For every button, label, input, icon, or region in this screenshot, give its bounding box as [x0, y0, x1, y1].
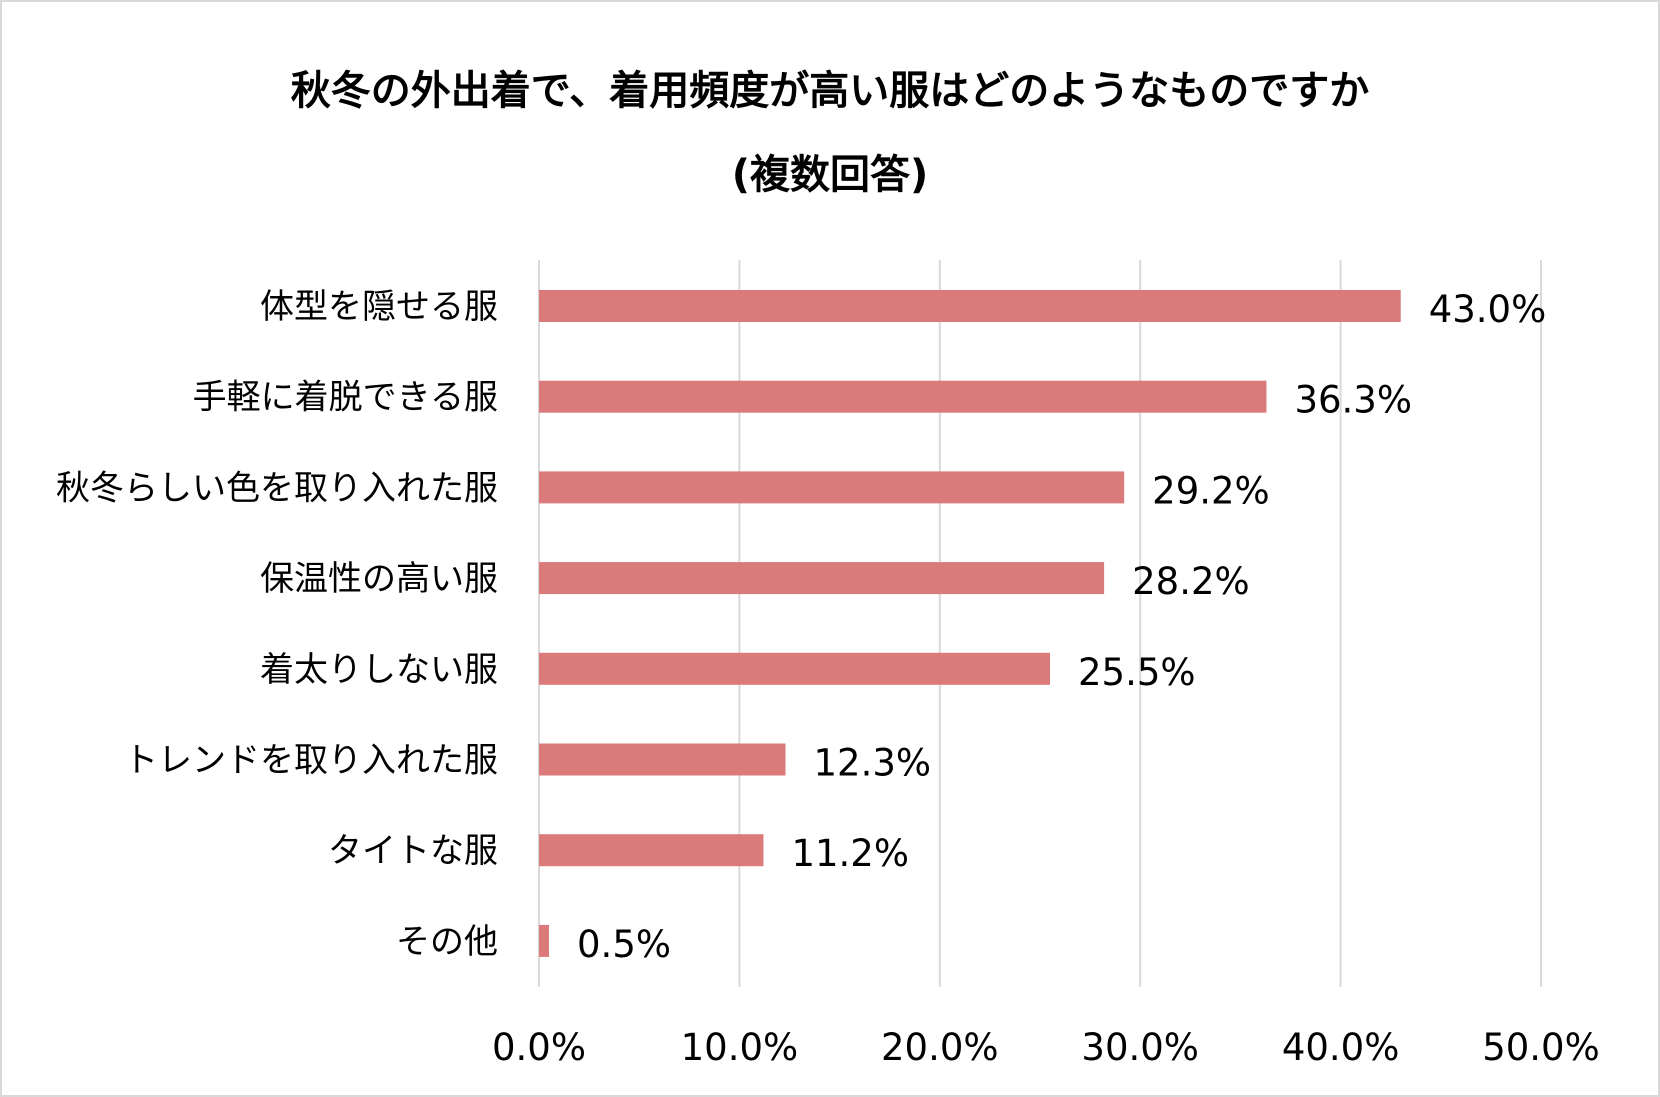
bar	[539, 652, 1051, 685]
value-label: 0.5%	[577, 923, 671, 966]
x-axis-tick-labels: 0.0% 10.0% 20.0% 30.0% 40.0% 50.0%	[492, 1026, 1600, 1069]
bar	[539, 290, 1401, 322]
bar	[539, 562, 1105, 595]
category-label: 手軽に着脱できる服	[193, 378, 498, 418]
bars	[539, 290, 1401, 957]
x-tick-label: 50.0%	[1482, 1026, 1600, 1069]
value-label: 12.3%	[813, 742, 931, 785]
category-label: 体型を隠せる服	[260, 287, 498, 327]
x-tick-label: 30.0%	[1081, 1026, 1199, 1069]
bar	[539, 834, 764, 867]
value-label: 11.2%	[791, 832, 909, 875]
bar	[539, 743, 786, 776]
category-label: 秋冬らしい色を取り入れた服	[56, 468, 498, 508]
value-label: 29.2%	[1152, 469, 1270, 512]
category-label: 保温性の高い服	[260, 559, 498, 599]
category-label: その他	[396, 922, 498, 962]
x-tick-label: 20.0%	[881, 1026, 999, 1069]
chart-subtitle: (複数回答)	[731, 152, 929, 198]
chart-title: 秋冬の外出着で、着用頻度が高い服はどのようなものですか	[290, 68, 1370, 114]
category-labels: 体型を隠せる服手軽に着脱できる服秋冬らしい色を取り入れた服保温性の高い服着太りし…	[56, 287, 498, 962]
value-labels: 43.0% 36.3% 29.2% 28.2% 25.5% 12.3% 11.2% 0.5%	[577, 288, 1546, 966]
value-label: 43.0%	[1429, 288, 1547, 331]
bar	[539, 924, 550, 957]
x-tick-label: 0.0%	[492, 1026, 586, 1069]
value-label: 28.2%	[1132, 560, 1250, 603]
value-label: 25.5%	[1078, 651, 1196, 694]
category-label: 着太りしない服	[260, 650, 498, 690]
x-tick-label: 40.0%	[1282, 1026, 1400, 1069]
category-label: トレンドを取り入れた服	[124, 741, 498, 781]
bar	[539, 380, 1267, 413]
bar	[539, 471, 1125, 504]
gridlines	[538, 260, 1542, 987]
x-tick-label: 10.0%	[681, 1026, 799, 1069]
value-label: 36.3%	[1294, 379, 1412, 422]
category-label: タイトな服	[328, 831, 498, 871]
